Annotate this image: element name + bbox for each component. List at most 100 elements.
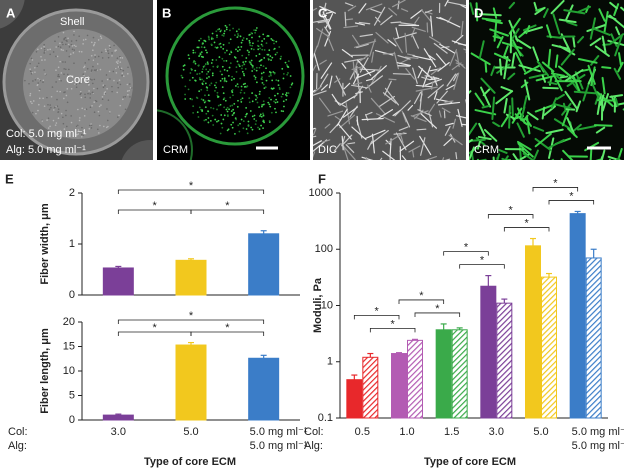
fiber-dot	[271, 112, 273, 114]
fiber-dot	[245, 61, 247, 63]
fiber-dot	[208, 37, 210, 39]
texture-dot	[107, 50, 109, 52]
texture-dot	[106, 127, 108, 129]
fiber-dot	[261, 40, 263, 42]
fiber-dot	[253, 75, 255, 77]
fiber-dot	[283, 100, 285, 102]
fiber-dot	[216, 34, 218, 36]
fiber-dot	[259, 48, 261, 50]
fiber	[467, 160, 485, 163]
fiber-dot	[237, 100, 239, 102]
texture-dot	[31, 58, 33, 60]
fiber-dot	[197, 111, 199, 113]
texture-dot	[116, 61, 118, 63]
fiber-dot	[280, 56, 282, 58]
fiber-dot	[212, 33, 214, 35]
texture-dot	[105, 49, 107, 51]
texture-dot	[104, 92, 106, 94]
texture-dot	[43, 46, 45, 48]
fiber-dot	[198, 40, 200, 42]
bar	[103, 268, 133, 295]
texture-dot	[66, 40, 68, 42]
y-tick-label: 1000	[309, 187, 333, 199]
fiber-dot	[249, 44, 251, 46]
fiber-dot	[242, 39, 244, 41]
fiber-dot	[215, 59, 217, 61]
fiber-dot	[268, 49, 270, 51]
fiber-dot	[199, 106, 201, 108]
fiber-dot	[197, 97, 199, 99]
fiber-dot	[245, 57, 247, 59]
fiber-dot	[261, 44, 263, 46]
fiber-dot	[259, 93, 261, 95]
fiber-dot	[230, 62, 232, 64]
fiber-dot	[198, 64, 200, 66]
fiber-dot	[263, 38, 265, 40]
texture-dot	[94, 79, 96, 81]
fiber-dot	[255, 77, 257, 79]
significance-label: *	[464, 242, 469, 254]
fiber-dot	[205, 113, 207, 115]
texture-dot	[81, 108, 83, 110]
texture-dot	[85, 39, 87, 41]
x-axis-label: Type of core ECM	[424, 456, 516, 468]
texture-dot	[36, 65, 38, 67]
texture-dot	[109, 45, 111, 47]
fiber-dot	[228, 42, 230, 44]
texture-dot	[79, 120, 81, 122]
fiber-dot	[223, 98, 225, 100]
fiber-dot	[262, 33, 264, 35]
texture-dot	[94, 42, 96, 44]
texture-dot	[89, 128, 91, 130]
texture-dot	[117, 116, 119, 118]
texture-dot	[30, 101, 32, 103]
x-tick-label: 3.0	[111, 426, 126, 438]
fiber-dot	[226, 109, 228, 111]
texture-dot	[111, 91, 113, 93]
texture-dot	[114, 50, 116, 52]
fiber-dot	[251, 48, 253, 50]
fiber-dot	[211, 62, 213, 64]
fiber-dot	[263, 72, 265, 74]
fiber-dot	[216, 36, 218, 38]
image-background	[157, 0, 310, 160]
texture-dot	[66, 95, 68, 97]
texture-dot	[98, 132, 100, 134]
y-tick-label: 0.1	[318, 412, 333, 424]
fiber-dot	[245, 114, 247, 116]
texture-dot	[53, 109, 55, 111]
texture-dot	[125, 109, 127, 111]
fiber-dot	[262, 127, 264, 129]
texture-dot	[47, 49, 49, 51]
texture-dot	[40, 80, 42, 82]
fiber-dot	[210, 82, 212, 84]
texture-dot	[93, 88, 95, 90]
fiber-dot	[241, 119, 243, 121]
fiber-dot	[205, 119, 207, 121]
fiber-dot	[196, 73, 198, 75]
texture-dot	[127, 90, 129, 92]
fiber-dot	[241, 42, 243, 44]
y-tick-label: 1	[327, 356, 333, 368]
texture-dot	[115, 68, 117, 70]
texture-dot	[58, 46, 60, 48]
fiber	[562, 159, 568, 176]
fiber-dot	[227, 107, 229, 109]
fiber-dot	[270, 73, 272, 75]
fiber-dot	[255, 123, 257, 125]
fiber-dot	[208, 94, 210, 96]
panel-label: D	[474, 5, 483, 20]
texture-dot	[61, 113, 63, 115]
fiber-dot	[260, 60, 262, 62]
fiber-dot	[256, 81, 258, 83]
texture-dot	[54, 40, 56, 42]
fiber-dot	[199, 77, 201, 79]
texture-dot	[95, 69, 97, 71]
fiber-dot	[221, 127, 223, 129]
fiber-dot	[234, 56, 236, 58]
fiber-dot	[265, 86, 267, 88]
bar	[481, 286, 496, 418]
fiber-dot	[238, 64, 240, 66]
fiber-dot	[250, 63, 252, 65]
fiber-dot	[222, 86, 224, 88]
